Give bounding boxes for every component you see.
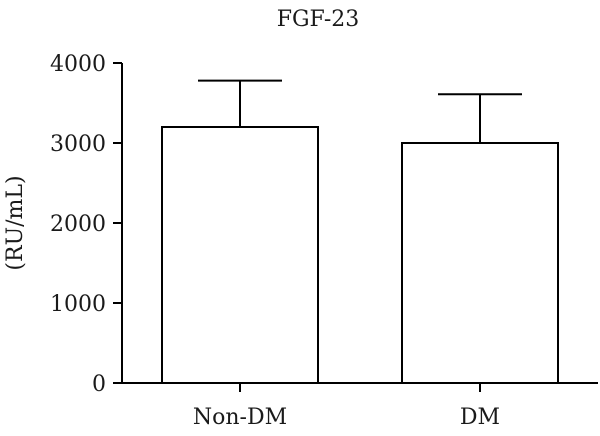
axes: 0 1000 2000 3000 4000 Non-DM DM <box>50 52 598 430</box>
y-tick-label: 4000 <box>50 52 106 77</box>
y-tick-label: 1000 <box>50 292 106 317</box>
bar <box>161 126 319 384</box>
x-tick-label: Non-DM <box>193 405 287 430</box>
y-axis-label: (RU/mL) <box>3 175 28 270</box>
chart-title: FGF-23 <box>277 7 360 32</box>
bars <box>161 79 559 384</box>
y-tick-label: 3000 <box>50 132 106 157</box>
x-tick-label: DM <box>460 405 500 430</box>
y-tick-label: 2000 <box>50 212 106 237</box>
y-tick-label: 0 <box>92 372 106 397</box>
bar <box>401 142 559 384</box>
